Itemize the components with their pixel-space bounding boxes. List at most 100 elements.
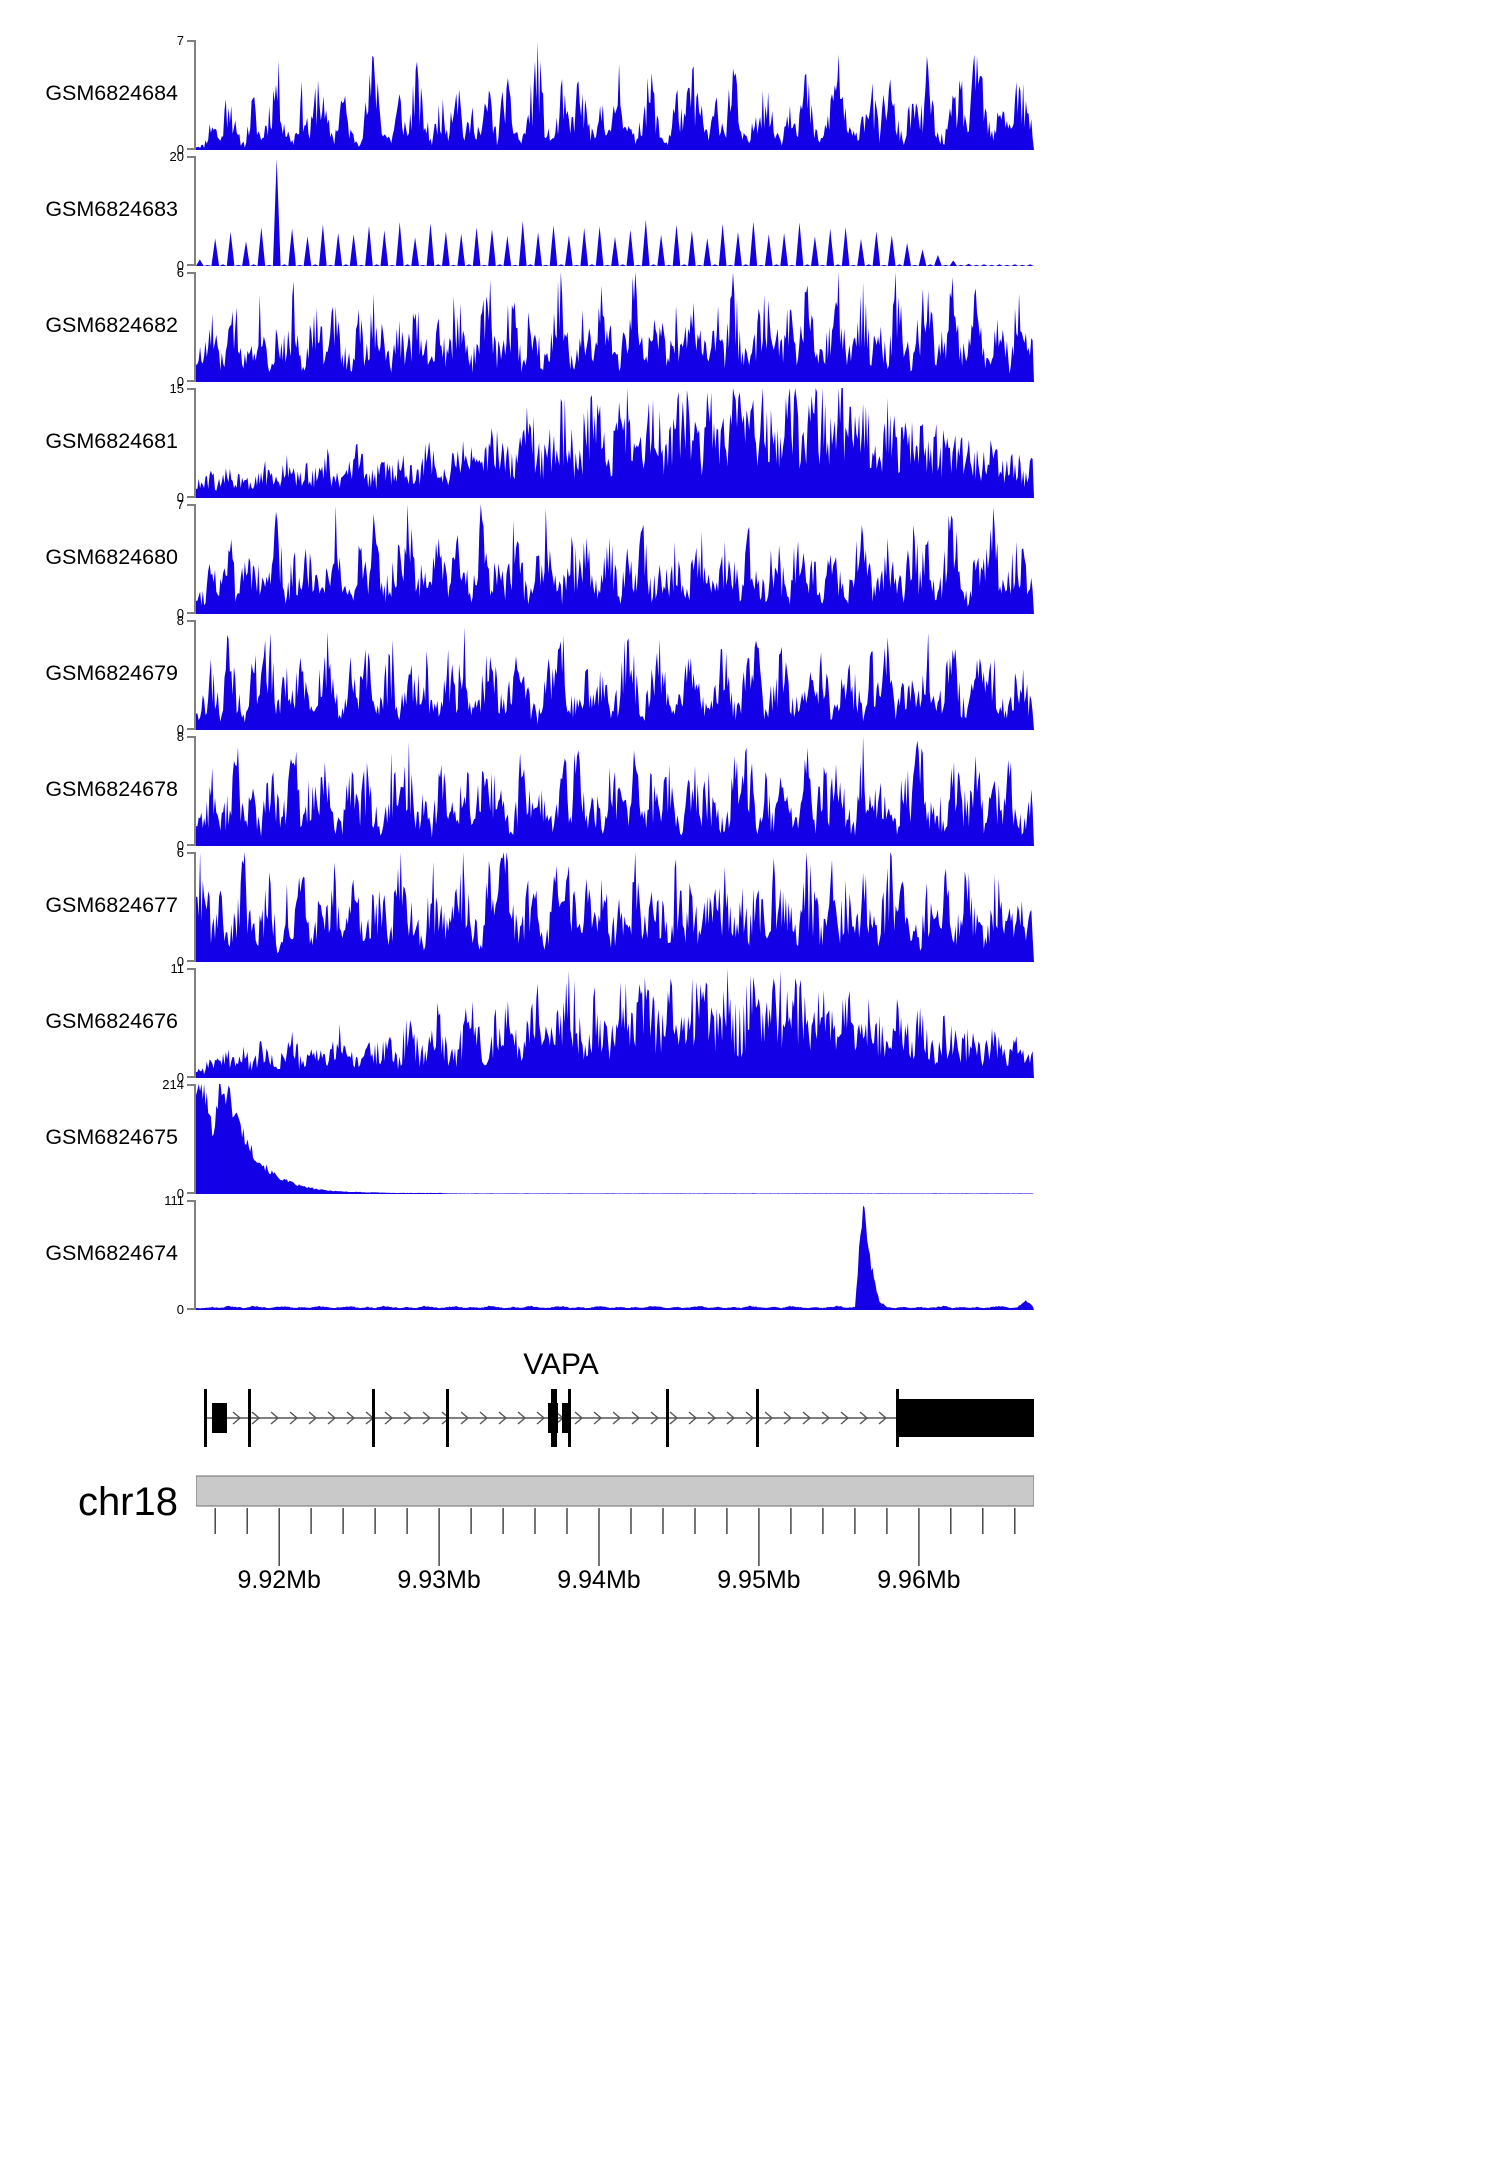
y-axis-tick-min — [187, 1076, 196, 1078]
y-axis-line — [194, 736, 196, 846]
y-axis-min-label: 0 — [176, 1186, 184, 1201]
y-axis-tick-max — [187, 388, 196, 390]
coverage-plot-gsm6824681 — [196, 388, 1034, 498]
y-axis-min-label: 0 — [176, 606, 184, 621]
y-axis-max-label: 6 — [176, 265, 184, 280]
svg-text:9.95Mb: 9.95Mb — [717, 1566, 800, 1594]
y-axis-max-label: 7 — [176, 33, 184, 48]
y-axis-min-label: 0 — [176, 1302, 184, 1317]
y-axis: 214 0 — [162, 1078, 196, 1200]
svg-text:9.94Mb: 9.94Mb — [557, 1566, 640, 1594]
coverage-track: GSM6824678 8 0 — [0, 730, 1090, 852]
y-axis-tick-min — [187, 264, 196, 266]
coverage-plot-gsm6824683 — [196, 156, 1034, 266]
y-axis-line — [194, 388, 196, 498]
y-axis-tick-min — [187, 844, 196, 846]
y-axis-max-label: 20 — [169, 149, 184, 164]
y-axis-max-label: 6 — [176, 845, 184, 860]
svg-text:9.96Mb: 9.96Mb — [877, 1566, 960, 1594]
coverage-plot-gsm6824679 — [196, 620, 1034, 730]
coverage-plot-gsm6824674 — [196, 1200, 1034, 1310]
gene-model-track[interactable]: VAPA — [196, 1340, 1034, 1450]
y-axis-min-label: 0 — [176, 374, 184, 389]
coverage-track: GSM6824677 6 0 — [0, 846, 1090, 968]
genome-axis-track[interactable]: 9.92Mb 9.93Mb 9.94Mb 9.95Mb 9.96Mb — [196, 1472, 1034, 1622]
y-axis-tick-max — [187, 272, 196, 274]
y-axis-tick-min — [187, 728, 196, 730]
coverage-track: GSM6824676 11 0 — [0, 962, 1090, 1084]
track-label-gsm6824681: GSM6824681 — [45, 429, 178, 453]
coverage-plot-gsm6824676 — [196, 968, 1034, 1078]
coverage-track: GSM6824684 7 0 — [0, 34, 1090, 156]
y-axis-line — [194, 1200, 196, 1310]
y-axis-min-label: 0 — [176, 954, 184, 969]
coverage-track: GSM6824675 214 0 — [0, 1078, 1090, 1200]
svg-text:VAPA: VAPA — [523, 1348, 599, 1381]
y-axis-line — [194, 504, 196, 614]
y-axis-tick-min — [187, 496, 196, 498]
y-axis-min-label: 0 — [176, 142, 184, 157]
coverage-plot-gsm6824675 — [196, 1084, 1034, 1194]
y-axis-line — [194, 852, 196, 962]
y-axis-tick-max — [187, 1200, 196, 1202]
coverage-plot-gsm6824680 — [196, 504, 1034, 614]
coverage-track: GSM6824680 7 0 — [0, 498, 1090, 620]
y-axis-tick-min — [187, 960, 196, 962]
y-axis-tick-max — [187, 852, 196, 854]
coverage-track: GSM6824683 20 0 — [0, 150, 1090, 272]
y-axis: 11 0 — [171, 962, 196, 1084]
coverage-plot-gsm6824684 — [196, 40, 1034, 150]
track-label-gsm6824679: GSM6824679 — [45, 661, 178, 685]
coverage-track: GSM6824679 8 0 — [0, 614, 1090, 736]
track-label-gsm6824674: GSM6824674 — [45, 1241, 178, 1265]
y-axis-line — [194, 968, 196, 1078]
coverage-track: GSM6824682 6 0 — [0, 266, 1090, 388]
y-axis-max-label: 214 — [162, 1077, 184, 1092]
y-axis-min-label: 0 — [176, 838, 184, 853]
track-label-gsm6824684: GSM6824684 — [45, 81, 178, 105]
y-axis-max-label: 8 — [176, 729, 184, 744]
track-label-gsm6824675: GSM6824675 — [45, 1125, 178, 1149]
y-axis-max-label: 15 — [169, 381, 184, 396]
y-axis-line — [194, 1084, 196, 1194]
y-axis-tick-min — [187, 380, 196, 382]
chromosome-label: chr18 — [77, 1480, 178, 1524]
coverage-track: GSM6824674 111 0 — [0, 1194, 1090, 1316]
y-axis-tick-max — [187, 156, 196, 158]
y-axis-tick-min — [187, 1308, 196, 1310]
svg-text:9.92Mb: 9.92Mb — [238, 1566, 321, 1594]
y-axis-line — [194, 272, 196, 382]
svg-text:9.93Mb: 9.93Mb — [397, 1566, 480, 1594]
coverage-track: GSM6824681 15 0 — [0, 382, 1090, 504]
y-axis-tick-min — [187, 612, 196, 614]
track-label-gsm6824678: GSM6824678 — [45, 777, 178, 801]
y-axis-min-label: 0 — [176, 258, 184, 273]
coverage-plot-gsm6824677 — [196, 852, 1034, 962]
y-axis-tick-max — [187, 40, 196, 42]
y-axis-min-label: 0 — [176, 490, 184, 505]
y-axis: 111 0 — [164, 1194, 196, 1316]
y-axis-max-label: 11 — [170, 961, 185, 976]
y-axis-min-label: 0 — [176, 1070, 184, 1085]
y-axis-line — [194, 40, 196, 150]
y-axis-line — [194, 156, 196, 266]
y-axis-max-label: 111 — [164, 1193, 184, 1208]
y-axis: 20 0 — [170, 150, 196, 272]
y-axis-max-label: 7 — [176, 497, 184, 512]
y-axis-line — [194, 620, 196, 730]
y-axis-tick-max — [187, 968, 196, 970]
coverage-plot-gsm6824682 — [196, 272, 1034, 382]
y-axis-tick-max — [187, 504, 196, 506]
y-axis: 15 0 — [170, 382, 196, 504]
y-axis-min-label: 0 — [176, 722, 184, 737]
y-axis-tick-max — [187, 620, 196, 622]
track-label-gsm6824680: GSM6824680 — [45, 545, 178, 569]
track-label-gsm6824677: GSM6824677 — [45, 893, 178, 917]
y-axis-tick-min — [187, 148, 196, 150]
